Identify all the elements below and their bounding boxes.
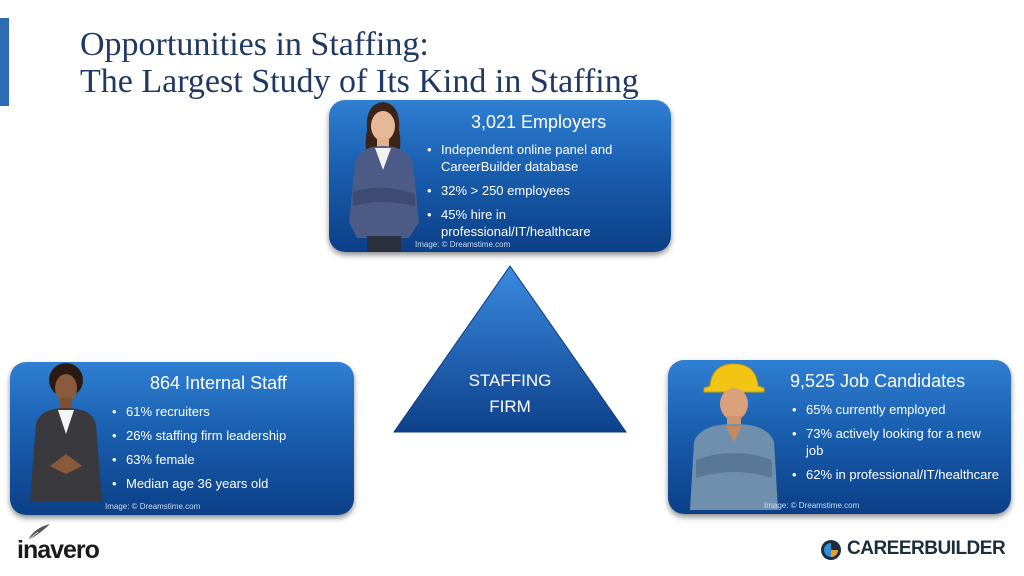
internal-staff-heading: 864 Internal Staff: [150, 373, 287, 393]
internal-staff-bullets: 61% recruiters 26% staffing firm leaders…: [110, 403, 346, 499]
staffing-firm-label: STAFFING FIRM: [390, 368, 630, 420]
job-candidates-bullets: 65% currently employed 73% actively look…: [790, 401, 1000, 490]
list-item: 45% hire in professional/IT/healthcare: [425, 206, 655, 240]
employers-card: 3,021 Employers Independent online panel…: [329, 100, 671, 252]
image-credit: Image: © Dreamstime.com: [764, 501, 860, 510]
construction-worker-photo: [690, 363, 778, 510]
list-item: 32% > 250 employees: [425, 182, 655, 199]
title-line-1: Opportunities in Staffing:: [80, 26, 429, 63]
inavero-wordmark: inavero: [17, 536, 100, 564]
list-item: 61% recruiters: [110, 403, 346, 420]
list-item: 65% currently employed: [790, 401, 1000, 418]
businesswoman-photo: [349, 102, 419, 252]
job-candidates-heading: 9,525 Job Candidates: [790, 371, 966, 391]
cb-circle-icon: [821, 540, 841, 560]
employers-heading: 3,021 Employers: [471, 112, 607, 132]
list-item: 26% staffing firm leadership: [110, 427, 346, 444]
image-credit: Image: © Dreamstime.com: [415, 240, 511, 249]
employers-bullets: Independent online panel and CareerBuild…: [425, 141, 655, 247]
image-credit: Image: © Dreamstime.com: [105, 502, 201, 511]
staff-woman-photo: [30, 363, 102, 502]
staffing-firm-triangle: STAFFING FIRM: [390, 262, 630, 438]
list-item: 73% actively looking for a new job: [790, 425, 1000, 459]
center-line-2: FIRM: [489, 397, 531, 416]
accent-bar: [0, 18, 9, 106]
quill-icon: [27, 524, 50, 541]
careerbuilder-logo: CAREERBUILDER: [820, 536, 1015, 562]
internal-staff-card: 864 Internal Staff 61% recruiters 26% st…: [10, 362, 354, 515]
job-candidates-card: 9,525 Job Candidates 65% currently emplo…: [668, 360, 1011, 514]
list-item: 63% female: [110, 451, 346, 468]
inavero-logo: inavero: [14, 522, 114, 566]
center-line-1: STAFFING: [468, 371, 552, 390]
list-item: Median age 36 years old: [110, 475, 346, 492]
triangle-shape: [393, 265, 627, 433]
title-line-2: The Largest Study of Its Kind in Staffin…: [80, 63, 639, 100]
list-item: 62% in professional/IT/healthcare: [790, 466, 1000, 483]
list-item: Independent online panel and CareerBuild…: [425, 141, 655, 175]
careerbuilder-wordmark: CAREERBUILDER: [847, 538, 1006, 559]
slide-title: Opportunities in Staffing: The Largest S…: [80, 26, 639, 100]
